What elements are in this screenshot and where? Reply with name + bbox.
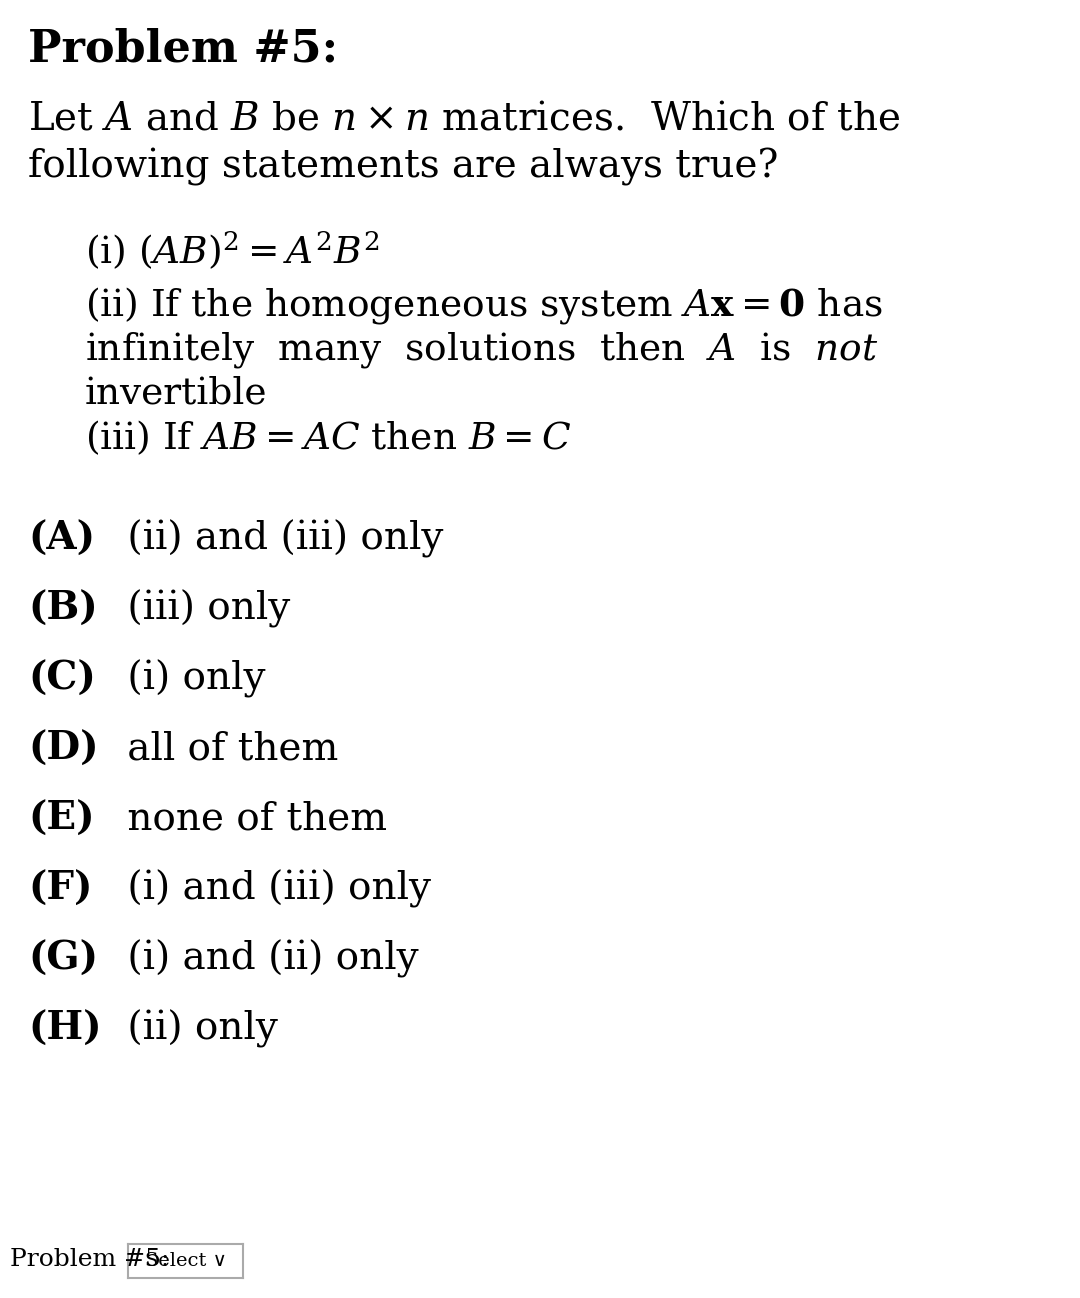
Text: following statements are always true?: following statements are always true? bbox=[28, 148, 779, 186]
Text: Select ∨: Select ∨ bbox=[145, 1253, 227, 1269]
Text: (C): (C) bbox=[28, 659, 96, 698]
Text: (B): (B) bbox=[28, 591, 98, 628]
Text: (ii) and (iii) only: (ii) and (iii) only bbox=[114, 520, 444, 558]
Text: Problem #5:: Problem #5: bbox=[10, 1247, 170, 1271]
Text: Problem #5:: Problem #5: bbox=[28, 29, 338, 71]
Text: (G): (G) bbox=[28, 940, 98, 977]
Text: (E): (E) bbox=[28, 800, 95, 839]
Text: (H): (H) bbox=[28, 1010, 102, 1047]
Text: (i) and (iii) only: (i) and (iii) only bbox=[114, 870, 431, 909]
Text: all of them: all of them bbox=[114, 729, 338, 767]
Text: (ii) only: (ii) only bbox=[114, 1010, 278, 1049]
Text: (D): (D) bbox=[28, 729, 98, 768]
Text: invertible: invertible bbox=[85, 375, 268, 411]
Text: (i) only: (i) only bbox=[114, 659, 266, 698]
Text: (ii) If the homogeneous system $A\mathbf{x} = \mathbf{0}$ has: (ii) If the homogeneous system $A\mathbf… bbox=[85, 286, 882, 326]
Text: infinitely  many  solutions  then  $A$  is  $\mathit{not}$: infinitely many solutions then $A$ is $\… bbox=[85, 330, 879, 370]
Text: (i) $(AB)^2 = A^2B^2$: (i) $(AB)^2 = A^2B^2$ bbox=[85, 230, 379, 273]
Text: (iii) If $AB = AC$ then $B = C$: (iii) If $AB = AC$ then $B = C$ bbox=[85, 418, 571, 457]
Text: (A): (A) bbox=[28, 520, 95, 558]
Text: Let $A$ and $B$ be $n \times n$ matrices.  Which of the: Let $A$ and $B$ be $n \times n$ matrices… bbox=[28, 100, 901, 138]
Text: (i) and (ii) only: (i) and (ii) only bbox=[114, 940, 419, 979]
Text: (iii) only: (iii) only bbox=[114, 591, 291, 628]
Text: none of them: none of them bbox=[114, 800, 387, 837]
Text: (F): (F) bbox=[28, 870, 93, 909]
